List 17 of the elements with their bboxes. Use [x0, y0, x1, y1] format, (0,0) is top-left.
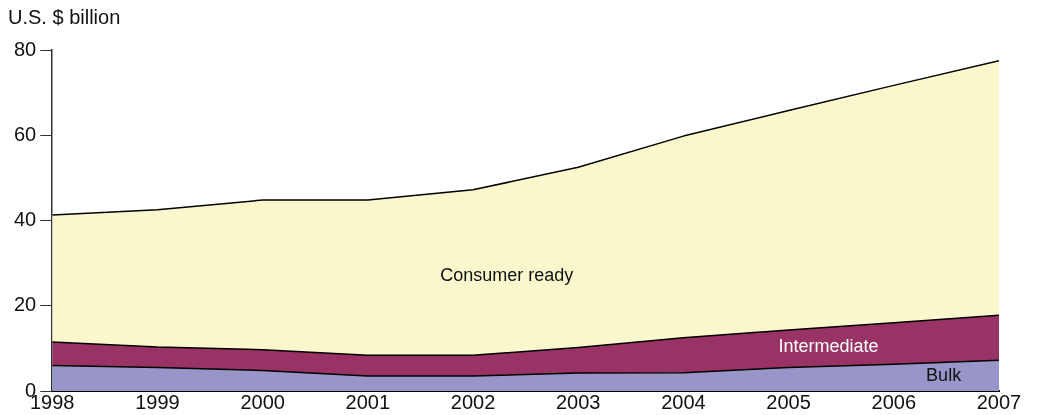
- y-axis-title: U.S. $ billion: [8, 6, 121, 29]
- x-tick-label: 2002: [450, 390, 496, 413]
- x-tick-label: 1999: [135, 390, 180, 413]
- x-tick-label: 2007: [976, 390, 1022, 413]
- x-tick-label: 2000: [240, 390, 285, 413]
- x-tick-label: 2003: [555, 390, 601, 413]
- x-tick-label: 2001: [345, 390, 391, 413]
- x-tick-label: 2005: [766, 390, 811, 413]
- y-tick-label: 60: [14, 122, 37, 145]
- x-tick-label: 2006: [871, 390, 917, 413]
- y-tick-label: 40: [14, 208, 37, 231]
- x-tick-label: 2004: [661, 390, 706, 413]
- y-tick-label: 80: [14, 37, 37, 60]
- series-label: Consumer ready: [440, 265, 574, 286]
- y-tick-label: 20: [14, 293, 37, 316]
- series-label: Intermediate: [778, 335, 879, 356]
- series-label: Bulk: [926, 365, 963, 386]
